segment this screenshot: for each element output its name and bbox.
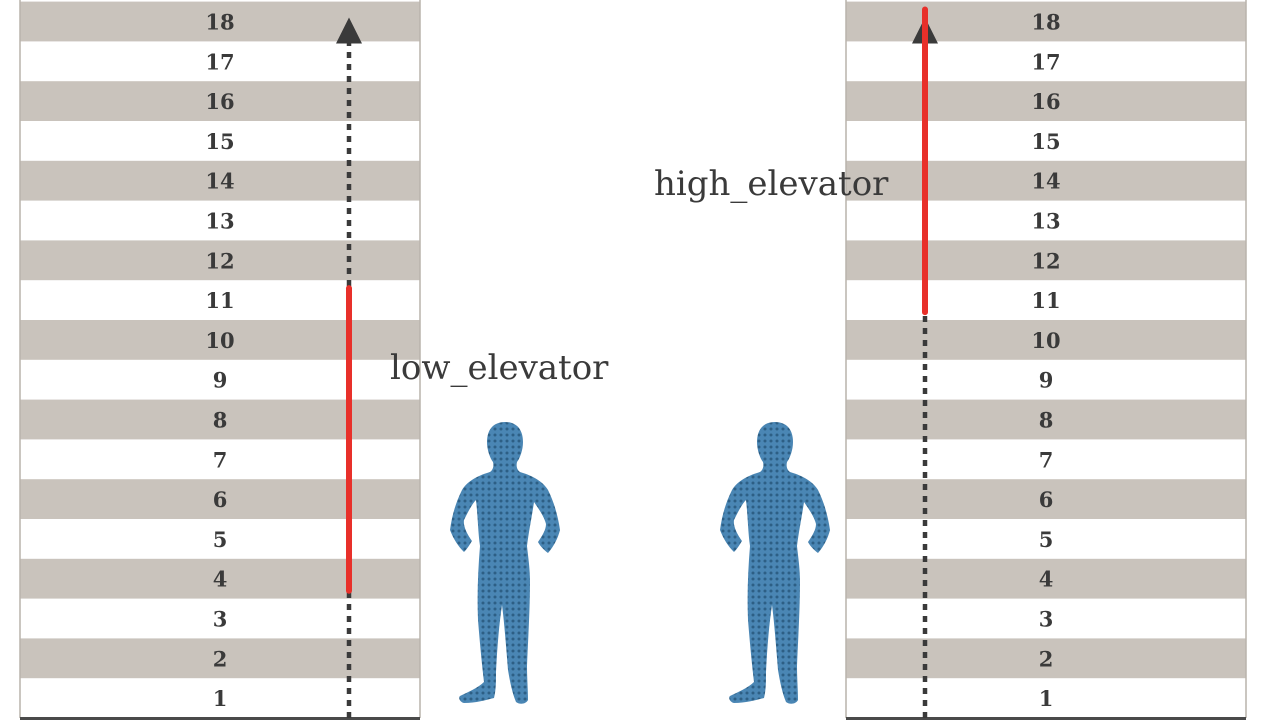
floor-number: 8	[213, 408, 228, 433]
floor-number: 17	[1031, 49, 1060, 74]
floor-number: 10	[1031, 328, 1060, 353]
floor-number: 18	[205, 10, 234, 35]
floor-number: 16	[205, 89, 234, 114]
floor-number: 11	[1031, 288, 1060, 313]
floor-band	[20, 479, 420, 519]
floor-number: 14	[205, 169, 234, 194]
floor-number: 11	[205, 288, 234, 313]
floor-band	[846, 638, 1246, 679]
floor-band	[20, 160, 420, 201]
person-icon	[450, 422, 560, 704]
floor-number: 3	[1039, 607, 1054, 632]
floor-band	[20, 638, 420, 679]
floor-number: 2	[1039, 646, 1054, 671]
floor-number: 8	[1039, 408, 1054, 433]
floor-number: 9	[213, 368, 228, 393]
floor-number: 1	[213, 686, 228, 711]
floor-number: 5	[1039, 527, 1054, 552]
floor-band	[20, 240, 420, 281]
floor-band	[20, 320, 420, 360]
floor-number: 5	[213, 527, 228, 552]
floor-band	[846, 240, 1246, 281]
floor-band	[846, 81, 1246, 121]
floor-number: 13	[205, 209, 234, 234]
floor-number: 6	[1039, 487, 1054, 512]
floor-number: 15	[1031, 129, 1060, 154]
floor-number: 3	[213, 607, 228, 632]
floor-number: 10	[205, 328, 234, 353]
floor-number: 2	[213, 646, 228, 671]
floor-band	[20, 399, 420, 440]
floor-number: 7	[213, 447, 228, 472]
high-elevator-label: high_elevator	[654, 164, 889, 204]
floor-number: 14	[1031, 169, 1060, 194]
ground-line	[846, 717, 1246, 720]
person-icon	[720, 422, 830, 704]
floor-number: 6	[213, 487, 228, 512]
floor-number: 1	[1039, 686, 1054, 711]
floor-band	[846, 160, 1246, 201]
low-elevator-label: low_elevator	[390, 348, 609, 388]
floor-number: 16	[1031, 89, 1060, 114]
floor-number: 17	[205, 49, 234, 74]
floor-band	[846, 320, 1246, 360]
floor-band	[20, 558, 420, 599]
floor-band	[846, 558, 1246, 599]
floor-number: 9	[1039, 368, 1054, 393]
floor-number: 13	[1031, 209, 1060, 234]
floor-band	[846, 1, 1246, 42]
floor-band	[20, 81, 420, 121]
ground-line	[20, 717, 420, 720]
floor-band	[846, 479, 1246, 519]
floor-number: 7	[1039, 447, 1054, 472]
floor-number: 4	[1039, 567, 1054, 592]
arrow-up-icon	[336, 17, 362, 44]
floor-number: 12	[1031, 248, 1060, 273]
floor-number: 4	[213, 567, 228, 592]
floor-number: 12	[205, 248, 234, 273]
floor-number: 15	[205, 129, 234, 154]
high-elevator-shaft	[912, 6, 938, 718]
floor-number: 18	[1031, 10, 1060, 35]
floor-band	[846, 399, 1246, 440]
low-elevator-shaft	[336, 17, 362, 718]
